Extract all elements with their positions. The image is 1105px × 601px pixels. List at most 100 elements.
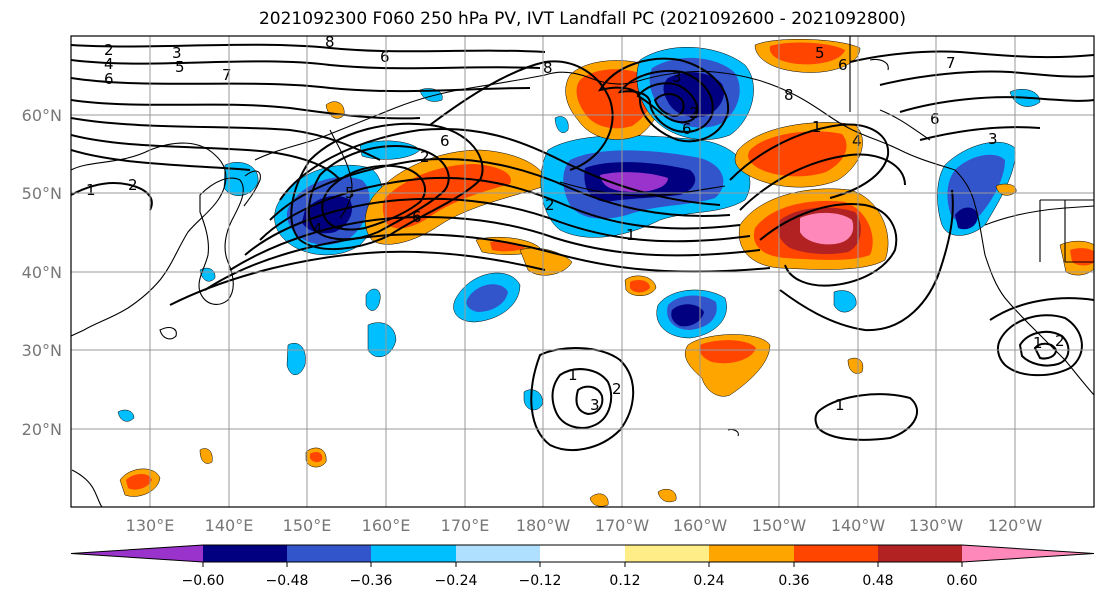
positive-anomaly-blob xyxy=(589,493,609,507)
contour-label: 8 xyxy=(325,33,335,51)
latitude-labels: 60°N 50°N 40°N 30°N 20°N xyxy=(22,106,62,439)
contour-label: 3 xyxy=(988,130,998,148)
negative-anomaly-blob xyxy=(199,267,216,282)
contour-label: 2 xyxy=(1055,332,1065,350)
lat-label-20n: 20°N xyxy=(22,420,62,439)
lon-label: 150°W xyxy=(752,516,807,535)
negative-anomaly-blob xyxy=(947,154,1005,222)
map-panel: 2 4 6 3 5 7 8 6 2 1 2 4 5 6 8 6 5 7 6 1 xyxy=(70,33,1095,508)
contour-label: 4 xyxy=(852,132,862,150)
negative-anomaly-blob xyxy=(554,116,569,133)
contour-label: 5 xyxy=(815,44,825,62)
negative-anomaly-blob xyxy=(600,172,668,192)
positive-anomaly-blob xyxy=(769,42,845,65)
colorbar-segment xyxy=(203,545,287,562)
contour-label: 1 xyxy=(568,366,578,384)
negative-anomaly-blob xyxy=(671,304,704,327)
negative-anomaly-blob xyxy=(955,207,978,230)
colorbar-tick-label: −0.24 xyxy=(435,573,478,589)
lon-label: 170°W xyxy=(595,516,650,535)
contour-label: 1 xyxy=(835,396,845,414)
colorbar-tick-label: 0.12 xyxy=(609,573,640,589)
pv-contours xyxy=(71,43,1094,451)
negative-anomaly-blob xyxy=(663,72,725,118)
contour-label: 6 xyxy=(440,132,450,150)
colorbar: −0.60 −0.48 −0.36 −0.24 −0.12 0.12 0.24 … xyxy=(70,544,1095,589)
negative-anomaly-blob xyxy=(833,290,857,313)
contour-label: 3 xyxy=(172,44,182,62)
lon-label: 120°W xyxy=(988,516,1043,535)
contour-label: 6 xyxy=(838,56,848,74)
contour-label: 6 xyxy=(104,70,114,88)
colorbar-tick-label: −0.48 xyxy=(266,573,309,589)
lat-label-60n: 60°N xyxy=(22,106,62,125)
lon-label: 170°E xyxy=(441,516,490,535)
contour-label: 2 xyxy=(689,104,699,122)
lon-label: 150°E xyxy=(283,516,332,535)
contour-label: 2 xyxy=(612,380,622,398)
contour-label: 3 xyxy=(672,68,682,86)
contour-label: 8 xyxy=(543,59,553,77)
contour-label: 4 xyxy=(104,55,114,73)
colorbar-segments xyxy=(70,544,1095,563)
contour-label: 4 xyxy=(313,220,323,238)
colorbar-tick-label: −0.60 xyxy=(182,573,225,589)
colorbar-tick-label: −0.36 xyxy=(350,573,393,589)
positive-anomaly-blob xyxy=(847,357,864,374)
colorbar-segment xyxy=(709,545,794,562)
longitude-labels: 130°E 140°E 150°E 160°E 170°E 180°W 170°… xyxy=(126,516,1043,535)
negative-anomaly-blob xyxy=(286,342,306,375)
lon-label: 140°W xyxy=(831,516,886,535)
colorbar-tick-labels: −0.60 −0.48 −0.36 −0.24 −0.12 0.12 0.24 … xyxy=(182,573,978,589)
map-frame xyxy=(70,35,1095,508)
colorbar-tick-label: 0.36 xyxy=(778,573,809,589)
colorbar-segment xyxy=(456,545,540,562)
positive-anomaly-blob xyxy=(657,489,677,503)
positive-anomaly-blob xyxy=(126,474,152,490)
lon-label: 180°W xyxy=(516,516,571,535)
negative-anomaly-blob xyxy=(365,288,381,311)
contour-label: 7 xyxy=(222,66,232,84)
positive-anomaly-blob xyxy=(576,69,654,129)
positive-anomaly-blob xyxy=(748,131,847,177)
colorbar-extend-min xyxy=(71,545,203,562)
contour-label: 6 xyxy=(380,48,390,66)
positive-anomaly-blob xyxy=(199,448,213,464)
contour-label: 1 xyxy=(626,226,636,244)
contour-label: 2 xyxy=(104,41,114,59)
contour-label: 1 xyxy=(86,181,96,199)
contour-label: 7 xyxy=(946,54,956,72)
colorbar-segment xyxy=(878,545,962,562)
contour-label: 2 xyxy=(128,176,138,194)
colorbar-tick-label: 0.60 xyxy=(946,573,977,589)
contour-label: 8 xyxy=(784,86,794,104)
lon-label: 160°E xyxy=(362,516,411,535)
colorbar-tick-label: 0.48 xyxy=(862,573,893,589)
lon-label: 130°E xyxy=(126,516,175,535)
contour-label: 1 xyxy=(812,118,822,136)
lat-label-40n: 40°N xyxy=(22,263,62,282)
lat-label-30n: 30°N xyxy=(22,341,62,360)
colorbar-segment xyxy=(287,545,371,562)
positive-anomaly-blob xyxy=(310,452,323,463)
negative-anomaly-blob xyxy=(367,322,397,358)
colorbar-segment xyxy=(371,545,456,562)
lon-label: 160°W xyxy=(673,516,728,535)
colorbar-segment xyxy=(794,545,878,562)
lon-label: 140°E xyxy=(205,516,254,535)
contour-label: 2 xyxy=(545,196,555,214)
positive-anomaly-blob xyxy=(630,280,650,293)
contour-label: 5 xyxy=(175,58,185,76)
positive-anomaly-blob xyxy=(1070,248,1094,266)
negative-anomaly-blob xyxy=(117,409,135,422)
colorbar-segment xyxy=(625,545,709,562)
positive-anomaly-blob xyxy=(800,212,854,245)
map-title: 2021092300 F060 250 hPa PV, IVT Landfall… xyxy=(258,9,906,29)
contour-label: 6 xyxy=(682,120,692,138)
colorbar-tick-label: −0.12 xyxy=(519,573,562,589)
contour-label: 6 xyxy=(412,208,422,226)
colorbar-segment xyxy=(540,545,625,562)
lon-label: 130°W xyxy=(909,516,964,535)
contour-label: 1 xyxy=(1033,334,1043,352)
lat-label-50n: 50°N xyxy=(22,184,62,203)
